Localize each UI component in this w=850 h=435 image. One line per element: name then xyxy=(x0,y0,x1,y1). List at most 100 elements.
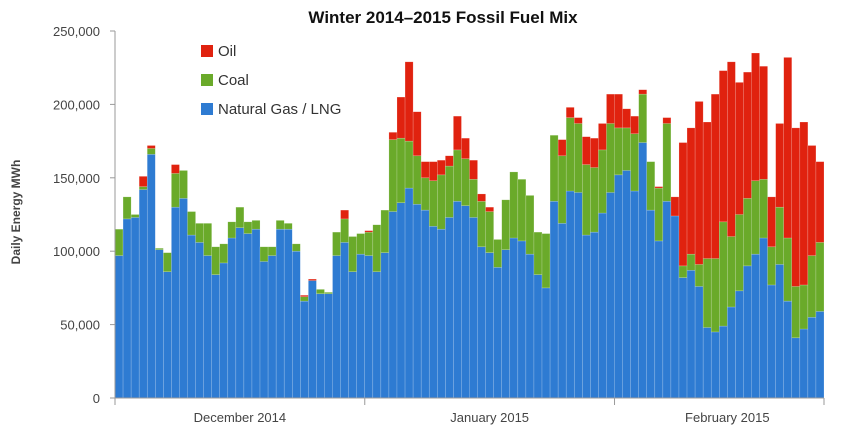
bar-segment-natural-gas-lng xyxy=(791,337,801,399)
bar-segment-coal xyxy=(517,179,527,242)
bar-segment-coal xyxy=(767,246,776,286)
bar-segment-natural-gas-lng xyxy=(525,253,535,399)
bar-segment-coal xyxy=(251,220,261,230)
bar-segment-oil xyxy=(582,136,591,165)
bar-segment-natural-gas-lng xyxy=(759,237,768,399)
bar-segment-coal xyxy=(783,237,793,302)
bar-segment-coal xyxy=(549,134,559,202)
bar-segment-oil xyxy=(598,123,607,151)
bar-segment-coal xyxy=(356,233,366,255)
bar-segment-oil xyxy=(662,117,672,124)
bar-segment-natural-gas-lng xyxy=(638,142,648,399)
bar-segment-coal xyxy=(807,255,817,318)
bar-segment-oil xyxy=(461,137,470,159)
bar-segment-natural-gas-lng xyxy=(155,249,164,399)
bar-segment-natural-gas-lng xyxy=(533,274,543,399)
bar-segment-oil xyxy=(694,101,704,265)
bar-segment-oil xyxy=(453,115,462,151)
bar-segment-coal xyxy=(259,246,269,262)
y-tick-label: 0 xyxy=(93,391,100,406)
bar-segment-oil xyxy=(614,93,623,129)
bar-segment-natural-gas-lng xyxy=(171,206,180,399)
bar-segment-oil xyxy=(388,132,398,140)
bar-segment-coal xyxy=(445,165,454,218)
legend: Oil Coal Natural Gas / LNG xyxy=(201,43,341,118)
bar-segment-coal xyxy=(799,284,809,330)
bar-segment-coal xyxy=(404,140,414,189)
bar-segment-natural-gas-lng xyxy=(420,209,430,399)
x-tick-label: December 2014 xyxy=(194,410,287,425)
bar-segment-natural-gas-lng xyxy=(211,274,220,399)
bar-segment-oil xyxy=(686,127,696,255)
bar-segment-oil xyxy=(630,115,639,135)
legend-label: Oil xyxy=(218,43,236,60)
bar-segment-coal xyxy=(815,242,825,312)
bar-segment-oil xyxy=(146,145,156,149)
bar-segment-natural-gas-lng xyxy=(203,255,212,399)
bar-segment-natural-gas-lng xyxy=(380,252,390,399)
bar-segment-coal xyxy=(606,123,615,193)
bar-segment-natural-gas-lng xyxy=(146,154,156,399)
bar-segment-coal xyxy=(743,198,752,267)
bar-segment-oil xyxy=(300,294,309,297)
bar-segment-coal xyxy=(541,233,551,289)
bar-segment-natural-gas-lng xyxy=(195,242,204,399)
axis-lines xyxy=(110,30,825,405)
bar-segment-natural-gas-lng xyxy=(614,174,623,399)
bar-segment-coal xyxy=(533,231,543,275)
bar-segment-natural-gas-lng xyxy=(549,201,559,399)
bar-segment-natural-gas-lng xyxy=(364,255,374,399)
bar-segment-oil xyxy=(340,209,349,220)
legend-swatch xyxy=(201,74,213,86)
bar-segment-natural-gas-lng xyxy=(340,242,349,399)
bar-segment-oil xyxy=(638,89,648,95)
bar-segment-coal xyxy=(727,236,736,308)
bar-segment-coal xyxy=(710,258,720,333)
bar-segment-natural-gas-lng xyxy=(743,265,752,399)
bar-segment-natural-gas-lng xyxy=(453,201,462,399)
bar-segment-natural-gas-lng xyxy=(678,277,688,399)
bar-segment-oil xyxy=(702,121,712,259)
bar-segment-oil xyxy=(420,161,430,179)
bar-segment-coal xyxy=(348,236,357,273)
bar-segment-oil xyxy=(477,193,486,202)
bar-segment-coal xyxy=(791,286,801,339)
bar-segment-natural-gas-lng xyxy=(807,317,817,399)
bar-segment-natural-gas-lng xyxy=(783,300,793,399)
bar-segment-oil xyxy=(485,206,494,212)
bar-segment-oil xyxy=(437,159,446,176)
bar-segment-natural-gas-lng xyxy=(751,253,760,399)
bar-segment-natural-gas-lng xyxy=(324,293,333,399)
bar-segment-coal xyxy=(614,127,623,176)
bar-segment-coal xyxy=(678,265,688,278)
bar-segment-oil xyxy=(727,61,736,237)
bar-segment-coal xyxy=(565,117,575,192)
bar-segment-coal xyxy=(477,201,486,248)
bar-segment-natural-gas-lng xyxy=(582,234,591,399)
bar-segment-coal xyxy=(114,228,124,256)
bar-segment-coal xyxy=(332,231,341,256)
bar-segment-natural-gas-lng xyxy=(388,211,398,399)
bar-segment-coal xyxy=(702,258,712,328)
bar-segment-oil xyxy=(719,70,728,223)
bar-segment-coal xyxy=(735,214,744,292)
bar-segment-natural-gas-lng xyxy=(606,192,615,399)
bar-segment-coal xyxy=(428,180,438,227)
bar-segment-natural-gas-lng xyxy=(138,189,148,399)
bar-segment-natural-gas-lng xyxy=(445,217,454,399)
bar-segment-coal xyxy=(638,93,648,143)
bar-segment-natural-gas-lng xyxy=(735,290,744,399)
bar-segment-coal xyxy=(557,155,567,224)
y-tick-label: 250,000 xyxy=(53,24,100,39)
bar-segment-oil xyxy=(815,161,825,243)
bar-segment-coal xyxy=(461,158,470,206)
bar-segment-natural-gas-lng xyxy=(356,253,366,399)
bar-segment-coal xyxy=(275,220,285,230)
bar-segment-coal xyxy=(146,148,156,155)
bar-segment-coal xyxy=(590,167,599,233)
bar-segment-coal xyxy=(316,289,325,295)
bar-segment-oil xyxy=(670,196,680,217)
bar-segment-natural-gas-lng xyxy=(163,271,172,399)
bar-segment-natural-gas-lng xyxy=(219,262,229,399)
